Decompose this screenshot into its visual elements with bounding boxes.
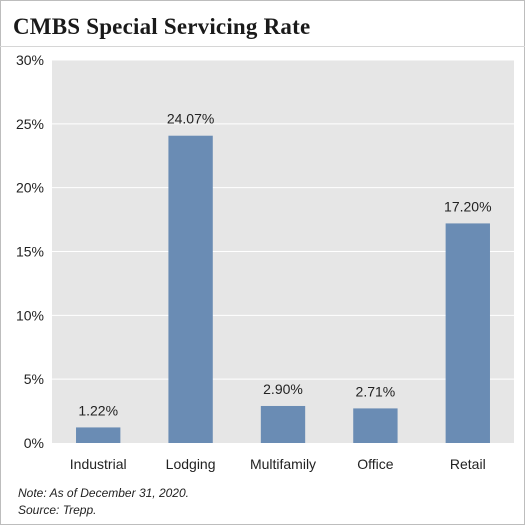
data-label: 24.07% [167,111,214,127]
x-axis-ticks: Industrial Lodging Multifamily Office Retail [70,456,486,472]
bar [76,427,121,443]
gridlines [52,59,514,380]
y-tick-label: 15% [16,244,44,260]
y-tick-label: 10% [16,307,44,323]
x-tick-label: Multifamily [250,456,316,472]
y-tick-label: 5% [24,371,44,387]
chart-note: Note: As of December 31, 2020. [18,486,189,500]
data-label: 2.71% [356,383,396,399]
y-tick-label: 30% [16,52,44,68]
bars [76,135,490,443]
y-tick-label: 0% [24,435,44,451]
bar [260,405,306,443]
bar [445,223,490,443]
chart-title: CMBS Special Servicing Rate [13,14,311,39]
chart-source: Source: Trepp. [18,503,97,517]
y-tick-label: 20% [16,180,44,196]
data-label: 1.22% [78,402,118,418]
title-divider [0,46,525,47]
data-label: 2.90% [263,381,303,397]
data-labels: 1.22% 24.07% 2.90% 2.71% 17.20% [78,111,491,419]
data-label: 17.20% [444,198,491,214]
bar [168,135,213,443]
y-tick-label: 25% [16,116,44,132]
x-tick-label: Office [357,456,394,472]
x-tick-label: Retail [450,456,486,472]
x-tick-label: Lodging [166,456,216,472]
bar [353,408,398,443]
y-axis-ticks: 0% 5% 10% 15% 20% 25% 30% [16,52,44,451]
x-tick-label: Industrial [70,456,127,472]
